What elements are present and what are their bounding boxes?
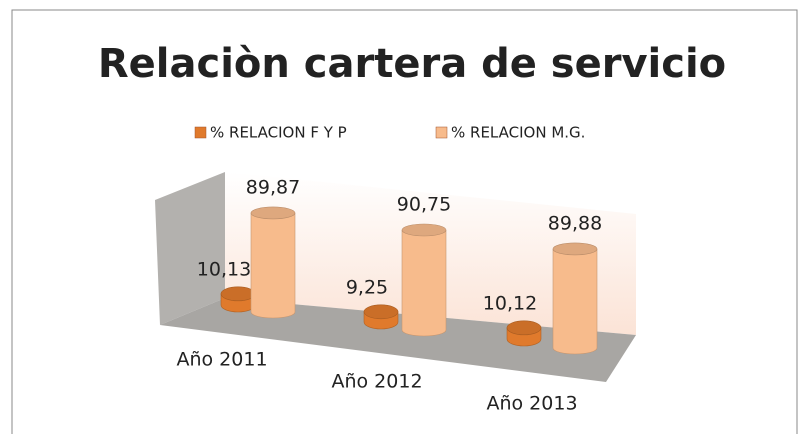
cylinder-top [401, 223, 447, 237]
x-tick-label: Año 2013 [486, 393, 577, 415]
floor [160, 298, 636, 382]
cylinder [401, 223, 447, 337]
frame [11, 9, 798, 434]
x-tick-label: Año 2012 [331, 371, 422, 393]
legend-label: % RELACION M.G. [451, 124, 585, 142]
cylinder-body [401, 229, 447, 337]
data-label: 9,25 [346, 276, 388, 298]
cylinder [363, 304, 399, 330]
cylinder-body [250, 212, 296, 319]
data-label: 89,87 [246, 176, 300, 198]
chart-title: Relaciòn cartera de servicio [98, 41, 726, 87]
legend-item: % RELACION M.G. [435, 124, 585, 142]
data-label: 90,75 [397, 194, 451, 216]
cylinder-body [552, 248, 598, 355]
cylinder-top [250, 206, 296, 220]
data-label: 10,12 [483, 292, 537, 314]
cylinder-top [506, 320, 542, 336]
data-label: 89,88 [548, 212, 602, 234]
cylinder-top [363, 304, 399, 320]
cylinder [220, 286, 256, 313]
legend-item: % RELACION F Y P [194, 124, 347, 142]
legend-swatch [435, 126, 448, 139]
cylinder [552, 242, 598, 355]
cylinder-top [220, 286, 256, 302]
x-tick-label: Año 2011 [176, 349, 267, 371]
side-wall [155, 172, 225, 325]
cylinder-top [552, 242, 598, 256]
legend-swatch [194, 126, 207, 139]
data-label: 10,13 [197, 258, 251, 280]
cylinder [250, 206, 296, 319]
cylinder [506, 320, 542, 347]
legend-label: % RELACION F Y P [210, 124, 347, 142]
